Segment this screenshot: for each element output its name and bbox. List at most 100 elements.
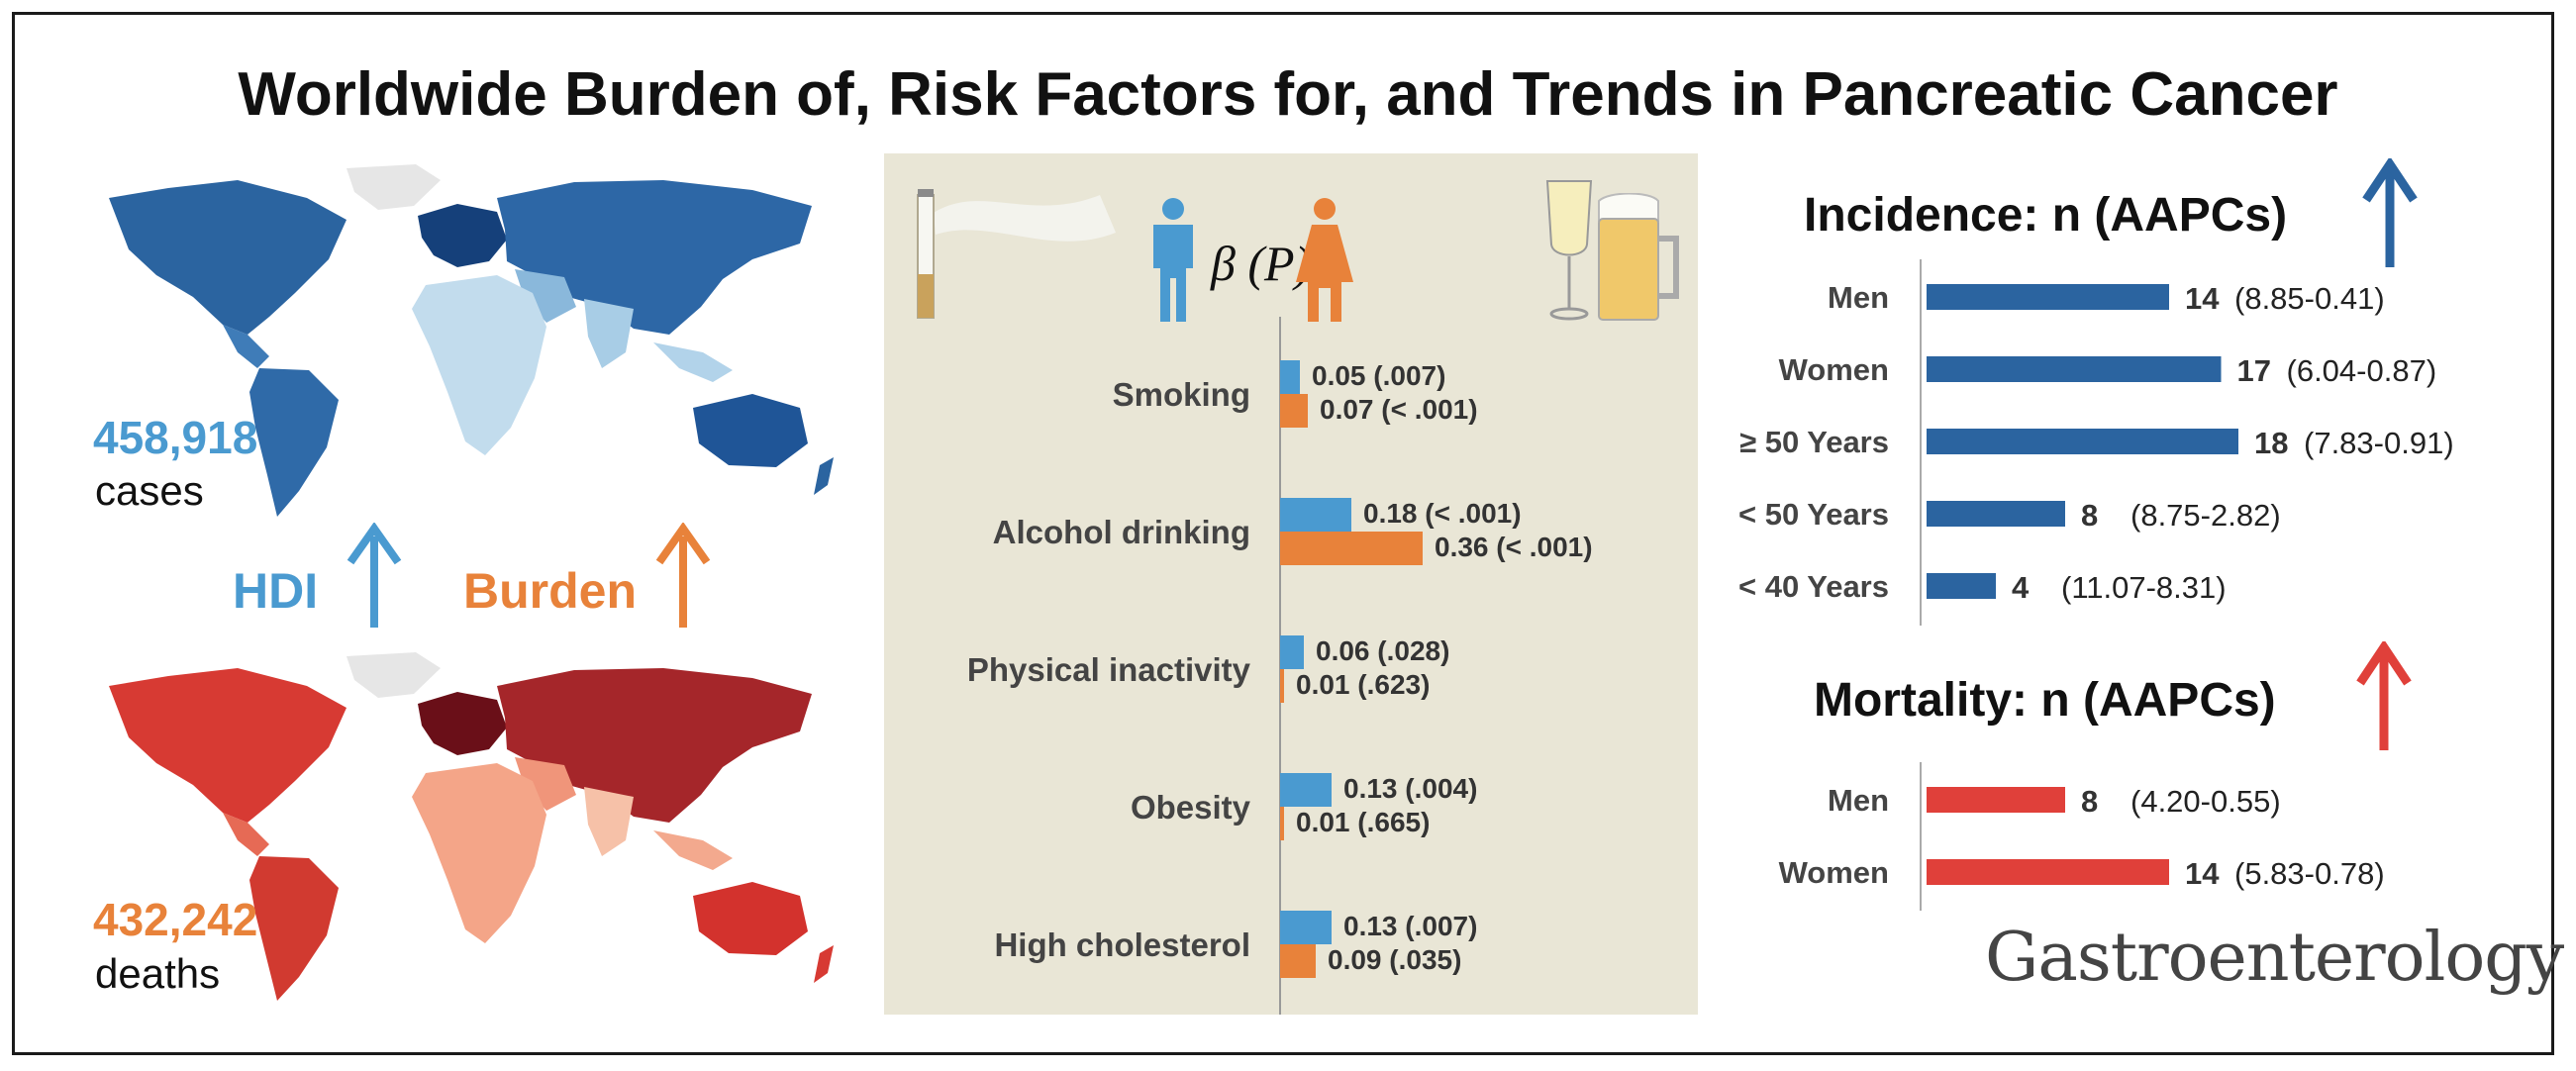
men-bar <box>1280 360 1300 394</box>
cigarette-icon <box>917 189 1116 319</box>
men-value-label: 0.18 (< .001) <box>1363 498 1522 529</box>
frame-border <box>12 12 2554 1055</box>
women-bar <box>1280 944 1316 978</box>
north-america-shape <box>109 180 347 335</box>
europe-shape <box>418 692 507 755</box>
southeast-asia-shape <box>653 830 733 870</box>
europe-shape <box>418 204 507 267</box>
deaths-value: 432,242 <box>93 894 258 945</box>
trend-range-label: (11.07-8.31) <box>2061 570 2227 605</box>
trend-range-label: (8.85-0.41) <box>2234 281 2385 316</box>
trend-category-label: < 50 Years <box>1738 497 1889 532</box>
trend-category-label: Men <box>1828 280 1889 315</box>
central-america-shape <box>223 813 269 856</box>
australia-shape <box>693 394 808 467</box>
middle-east-shape <box>515 757 576 811</box>
trend-value-label: 17 <box>2237 353 2271 388</box>
trend-range-label: (5.83-0.78) <box>2234 856 2385 891</box>
central-america-shape <box>223 325 269 368</box>
deaths-label: deaths <box>95 950 221 997</box>
trend-category-label: Women <box>1779 855 1889 890</box>
middle-east-shape <box>515 269 576 323</box>
trend-bar <box>1927 356 2222 382</box>
men-value-label: 0.06 (.028) <box>1316 635 1449 666</box>
new-zealand-shape <box>814 457 834 495</box>
trend-category-label: ≥ 50 Years <box>1739 425 1889 459</box>
incidence-world-map <box>109 164 834 517</box>
up-arrow-icon <box>655 523 711 628</box>
africa-shape <box>412 275 546 455</box>
southeast-asia-shape <box>653 342 733 382</box>
trend-bar <box>1927 501 2065 527</box>
risk-category-label: Obesity <box>1131 789 1251 826</box>
beta-p-header: β (P) <box>1211 236 1312 291</box>
women-value-label: 0.01 (.623) <box>1296 669 1430 700</box>
women-bar <box>1280 394 1308 428</box>
men-bar <box>1280 498 1351 532</box>
trend-category-label: Men <box>1828 783 1889 818</box>
risk-category-label: High cholesterol <box>994 926 1250 963</box>
men-bar <box>1280 773 1332 807</box>
up-arrow-icon <box>2356 641 2412 750</box>
men-value-label: 0.13 (.007) <box>1343 911 1477 941</box>
hdi-label: HDI <box>233 563 319 619</box>
main-title: Worldwide Burden of, Risk Factors for, a… <box>238 60 2338 129</box>
mortality-world-map <box>109 652 834 1001</box>
trend-range-label: (8.75-2.82) <box>2130 498 2281 533</box>
incidence-chart: Men 14 (8.85-0.41) Women 17 (6.04-0.87) ≥ 50 Y… <box>1738 259 2454 626</box>
female-person-icon <box>1296 198 1353 322</box>
greenland-shape <box>347 652 441 698</box>
women-bar <box>1280 669 1284 703</box>
women-value-label: 0.09 (.035) <box>1328 944 1461 975</box>
risk-factor-panel: β (P) <box>884 153 1698 1015</box>
trend-range-label: (7.83-0.91) <box>2304 426 2454 460</box>
south-america-shape <box>249 856 339 1001</box>
incidence-title: Incidence: n (AAPCs) <box>1804 189 2288 242</box>
australia-shape <box>693 882 808 955</box>
asia-shape <box>497 668 812 823</box>
trend-bar <box>1927 859 2169 885</box>
up-arrow-icon <box>2362 158 2418 267</box>
cases-value: 458,918 <box>93 412 258 463</box>
trend-bar <box>1927 787 2065 813</box>
risk-category-label: Smoking <box>1113 376 1250 413</box>
male-person-icon <box>1153 198 1193 322</box>
trend-value-label: 14 <box>2185 856 2220 891</box>
up-arrow-icon <box>347 523 402 628</box>
south-asia-shape <box>584 299 634 368</box>
trend-value-label: 4 <box>2012 570 2030 605</box>
trend-value-label: 14 <box>2185 281 2220 316</box>
burden-label: Burden <box>463 563 637 619</box>
men-value-label: 0.13 (.004) <box>1343 773 1477 804</box>
mortality-chart: Men 8 (4.20-0.55) Women 14 (5.83-0.78) <box>1779 762 2385 911</box>
trend-value-label: 8 <box>2081 498 2098 533</box>
trend-bar <box>1927 284 2169 310</box>
trend-category-label: < 40 Years <box>1738 569 1889 604</box>
journal-logo: Gastroenterology <box>1985 919 2564 997</box>
south-america-shape <box>249 368 339 517</box>
trend-value-label: 18 <box>2254 426 2288 460</box>
south-asia-shape <box>584 787 634 856</box>
cases-label: cases <box>95 467 204 514</box>
trend-value-label: 8 <box>2081 784 2098 819</box>
mortality-title: Mortality: n (AAPCs) <box>1814 674 2276 727</box>
greenland-shape <box>347 164 441 210</box>
risk-category-label: Alcohol drinking <box>993 514 1250 550</box>
women-bar <box>1280 532 1423 565</box>
risk-factor-chart: Smoking 0.05 (.007)0.07 (< .001) Alcohol d… <box>967 317 1593 1015</box>
beer-mug-icon <box>1598 193 1679 321</box>
trend-category-label: Women <box>1779 352 1889 387</box>
new-zealand-shape <box>814 945 834 983</box>
women-value-label: 0.36 (< .001) <box>1435 532 1593 562</box>
north-america-shape <box>109 668 347 823</box>
men-bar <box>1280 635 1304 669</box>
women-value-label: 0.01 (.665) <box>1296 807 1430 837</box>
trend-bar <box>1927 429 2238 454</box>
women-value-label: 0.07 (< .001) <box>1320 394 1478 425</box>
men-bar <box>1280 911 1332 944</box>
trend-bar <box>1927 573 1996 599</box>
trend-range-label: (6.04-0.87) <box>2287 353 2437 388</box>
africa-shape <box>412 763 546 943</box>
asia-shape <box>497 180 812 335</box>
